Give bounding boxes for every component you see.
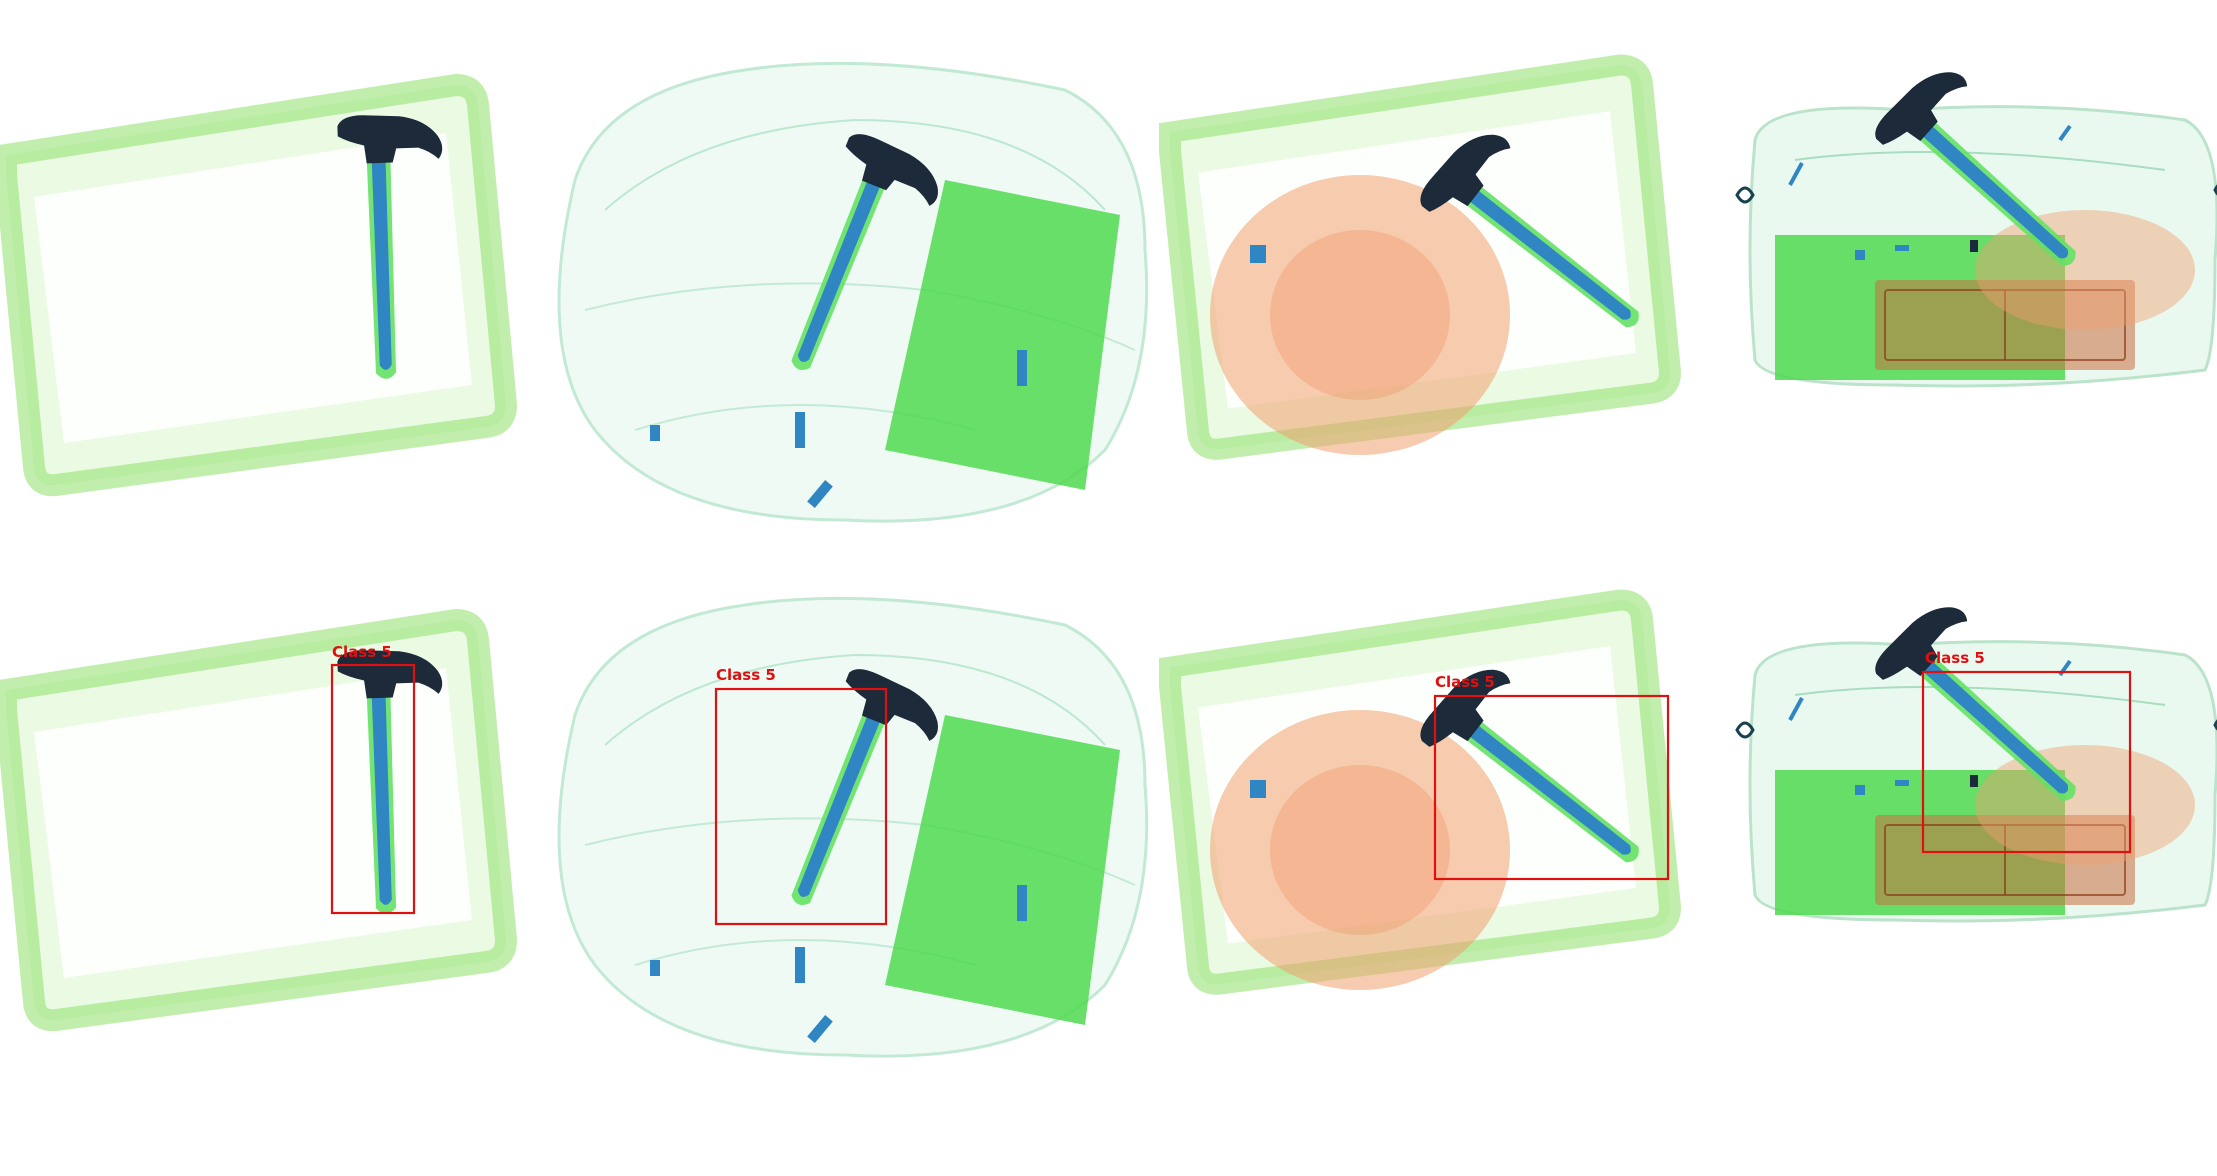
soft-bag-scan [557,61,1149,523]
detection-label-1: Class 5 [332,643,392,661]
detected-row: Class 5 Class 5 Class 5 Class 5 [6,590,2217,1058]
detection-label-2: Class 5 [716,666,776,684]
detection-label-4: Class 5 [1925,649,1985,667]
soft-bag-scan-detected [557,596,1149,1058]
detection-box-2: Class 5 [714,666,888,926]
tray-with-cloth-scan-detected [1170,600,1676,990]
detection-box-3: Class 5 [1433,673,1670,881]
handbag-scan [1735,55,2217,388]
handbag-scan-detected [1735,590,2217,923]
original-row [6,55,2217,523]
detection-box-4: Class 5 [1921,649,2132,854]
tray-with-cloth-scan [1170,65,1676,455]
tray-scan-detected [6,620,506,1020]
detection-label-3: Class 5 [1435,673,1495,691]
detection-box-1: Class 5 [330,643,416,915]
tray-scan [6,85,506,485]
